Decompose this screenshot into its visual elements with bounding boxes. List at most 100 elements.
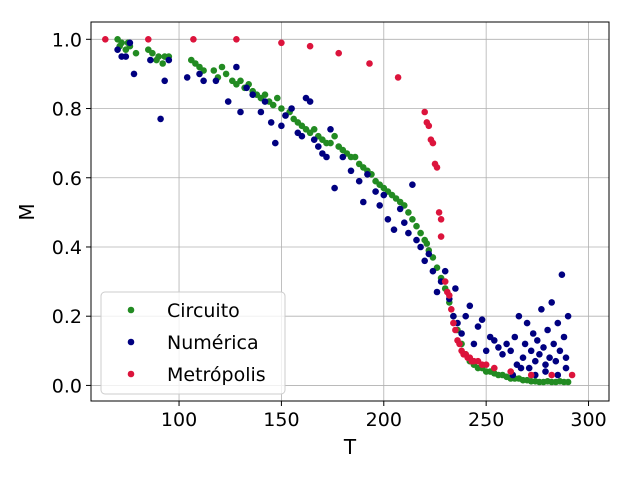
data-point-numerica: [519, 354, 527, 362]
data-point-numerica: [515, 312, 523, 320]
data-point-circuito: [310, 126, 318, 133]
data-point-metropolis: [482, 361, 490, 369]
data-point-numerica: [114, 46, 121, 53]
data-point-numerica: [409, 181, 416, 188]
data-point-numerica: [212, 77, 220, 85]
data-point-circuito: [409, 216, 416, 223]
data-point-numerica: [503, 340, 510, 348]
data-point-numerica: [538, 306, 545, 313]
y-tick-label: 0.4: [52, 237, 82, 259]
data-point-metropolis: [435, 209, 443, 216]
data-point-numerica: [282, 112, 289, 119]
data-point-circuito: [269, 101, 277, 109]
data-point-metropolis: [437, 216, 445, 223]
data-point-numerica: [466, 302, 474, 310]
data-point-metropolis: [394, 74, 402, 81]
y-tick-label: 0.0: [52, 375, 82, 397]
data-point-numerica: [196, 70, 203, 78]
data-point-circuito: [237, 77, 244, 85]
data-point-numerica: [470, 340, 478, 348]
data-point-numerica: [161, 77, 168, 85]
data-point-metropolis: [421, 108, 429, 116]
data-point-circuito: [413, 222, 420, 230]
data-point-metropolis: [335, 49, 343, 57]
data-point-numerica: [433, 288, 441, 296]
data-point-numerica: [536, 351, 543, 358]
data-point-numerica: [491, 337, 498, 344]
data-point-numerica: [355, 177, 363, 185]
data-point-numerica: [529, 330, 537, 337]
data-point-circuito: [327, 139, 334, 147]
data-point-numerica: [554, 319, 562, 327]
data-point-numerica: [548, 299, 555, 306]
data-point-numerica: [425, 250, 433, 258]
data-point-numerica: [499, 351, 506, 358]
data-point-numerica: [183, 74, 191, 81]
data-point-numerica: [390, 226, 398, 233]
data-point-numerica: [267, 119, 275, 126]
data-point-circuito: [331, 132, 338, 140]
data-point-numerica: [272, 139, 279, 147]
data-point-numerica: [532, 357, 539, 365]
legend-marker-numerica: [127, 338, 135, 346]
data-point-numerica: [331, 184, 338, 192]
data-point-circuito: [351, 153, 359, 161]
data-point-circuito: [423, 240, 431, 247]
data-point-circuito: [222, 70, 230, 78]
data-point-numerica: [458, 330, 465, 337]
data-point-numerica: [200, 77, 207, 85]
data-point-numerica: [564, 312, 572, 320]
legend-label-circuito: Circuito: [167, 300, 240, 322]
data-point-circuito: [218, 63, 226, 71]
data-point-numerica: [249, 91, 256, 98]
data-point-numerica: [126, 39, 134, 47]
y-tick-label: 0.2: [52, 306, 82, 328]
data-point-numerica: [243, 84, 250, 92]
data-point-metropolis: [429, 139, 437, 147]
data-point-metropolis: [441, 278, 449, 285]
data-point-numerica: [507, 347, 514, 355]
data-point-numerica: [147, 56, 154, 64]
data-point-numerica: [347, 167, 355, 175]
data-point-metropolis: [233, 36, 240, 43]
data-point-numerica: [339, 153, 347, 161]
data-point-circuito: [274, 94, 281, 102]
data-point-numerica: [413, 236, 420, 244]
data-point-metropolis: [145, 36, 152, 43]
data-point-metropolis: [450, 319, 457, 327]
data-point-circuito: [118, 39, 125, 47]
data-point-numerica: [534, 337, 541, 344]
data-point-numerica: [556, 347, 564, 355]
data-point-numerica: [315, 143, 322, 150]
data-point-numerica: [478, 316, 486, 324]
data-point-metropolis: [433, 164, 441, 171]
data-point-circuito: [159, 60, 166, 67]
data-point-numerica: [237, 108, 244, 116]
data-point-numerica: [401, 219, 408, 226]
x-tick-label: 150: [263, 409, 299, 431]
legend-label-numerica: Numérica: [167, 332, 259, 354]
data-point-numerica: [257, 108, 265, 116]
data-point-numerica: [562, 364, 570, 372]
data-point-numerica: [396, 205, 404, 213]
data-point-numerica: [452, 285, 459, 292]
data-point-numerica: [224, 98, 232, 105]
data-point-numerica: [450, 312, 457, 320]
x-axis-label: T: [343, 435, 357, 459]
data-point-circuito: [132, 49, 140, 57]
data-point-numerica: [495, 344, 502, 351]
data-point-numerica: [554, 371, 562, 379]
data-point-numerica: [278, 122, 285, 130]
data-point-numerica: [462, 312, 470, 320]
data-point-circuito: [210, 67, 218, 74]
data-point-metropolis: [456, 340, 463, 348]
data-point-numerica: [306, 98, 314, 105]
data-point-circuito: [405, 209, 412, 216]
data-point-numerica: [542, 368, 549, 375]
data-point-numerica: [376, 202, 384, 209]
plot-area-frame: [90, 21, 610, 402]
data-point-numerica: [544, 326, 551, 334]
data-point-numerica: [405, 229, 412, 237]
data-point-numerica: [542, 361, 549, 369]
data-point-numerica: [521, 340, 529, 348]
